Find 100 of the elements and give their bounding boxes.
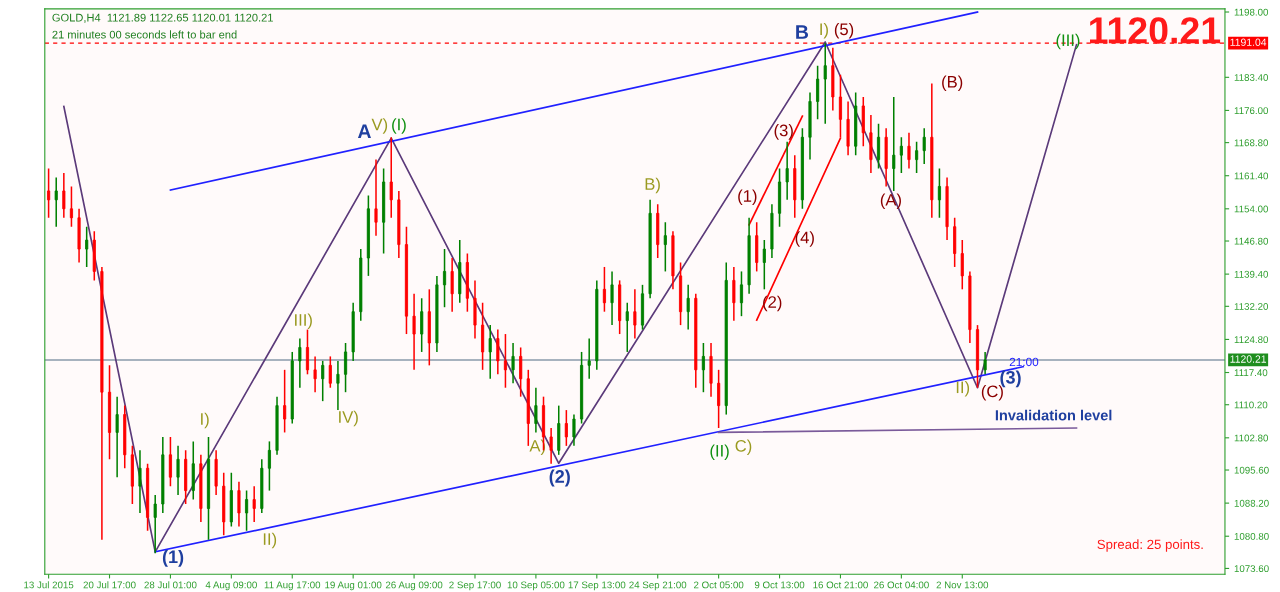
candlestick (564, 409, 568, 447)
candlestick (922, 127, 926, 165)
candlestick (237, 480, 241, 528)
annotation: B (796, 25, 809, 39)
y-tick-label: 1176.00 (1234, 107, 1269, 115)
candlestick (138, 449, 142, 514)
x-tick-label: 4 Aug 09:00 (205, 581, 257, 591)
x-tick-label: 2 Nov 13:00 (936, 581, 989, 589)
candlestick (686, 284, 690, 331)
annotation: (3) (774, 124, 793, 140)
candlestick (717, 369, 721, 429)
x-tick-label: 2 Sep 17:00 (449, 581, 501, 591)
annotation: 21:00 (1009, 357, 1039, 367)
candlestick (389, 136, 393, 219)
x-tick-label: 20 Jul 17:00 (83, 581, 136, 589)
annotation: Invalidation level (995, 409, 1112, 421)
candlestick (336, 360, 340, 411)
candlestick (252, 485, 256, 523)
annotation: (1) (738, 189, 757, 206)
x-tick-label: 11 Aug 17:00 (264, 581, 321, 591)
y-tick-label: 1102.80 (1234, 434, 1269, 442)
candlestick (321, 360, 325, 402)
chart-title: GOLD,H4 1121.89 1122.65 1120.01 1120.21 (52, 13, 273, 23)
candlestick (816, 64, 820, 121)
y-tick-label: 1146.80 (1234, 237, 1269, 245)
annotation: (II) (710, 444, 729, 460)
y-tick-label: 1080.80 (1234, 532, 1269, 540)
candlestick (168, 436, 172, 487)
candlestick (785, 140, 789, 201)
x-tick-label: 16 Oct 21:00 (813, 581, 868, 589)
candlestick (960, 239, 964, 291)
candlestick (488, 324, 492, 380)
y-tick-label: 1198.00 (1234, 8, 1269, 16)
candlestick (374, 158, 378, 237)
annotation: (5) (834, 22, 854, 39)
candlestick (62, 172, 66, 219)
y-tick-label: 1088.20 (1234, 499, 1269, 507)
annotation: A (357, 124, 371, 138)
candlestick (892, 96, 896, 192)
x-tick-label: 9 Oct 13:00 (754, 581, 805, 589)
x-tick-label: 26 Aug 09:00 (385, 581, 443, 591)
candlestick (587, 337, 591, 380)
candlestick (496, 328, 500, 376)
candlestick (519, 346, 523, 398)
annotation: III) (295, 313, 312, 330)
y-tick-label: 1095.60 (1234, 466, 1269, 474)
annotation: C) (735, 439, 752, 456)
y-tick-label: 1168.80 (1234, 139, 1269, 147)
candlestick (54, 176, 58, 228)
y-tick-label: 1132.20 (1234, 303, 1269, 310)
candlestick (298, 337, 302, 389)
x-tick-label: 13 Jul 2015 (24, 581, 74, 589)
annotation: I) (201, 412, 209, 429)
candlestick (176, 445, 180, 496)
candlestick (732, 266, 736, 322)
annotation: (2) (549, 469, 570, 487)
y-tick-label: 1154.00 (1234, 205, 1269, 213)
candlestick (899, 136, 903, 174)
candlestick (153, 494, 157, 554)
candlestick (549, 427, 553, 465)
candlestick (305, 328, 310, 376)
x-tick-label: 19 Aug 01:00 (325, 581, 382, 591)
candlestick (442, 248, 447, 308)
candlestick (572, 413, 576, 447)
candlestick (85, 225, 89, 268)
candlestick (328, 355, 332, 389)
annotation: (I) (392, 118, 406, 134)
candlestick (534, 386, 538, 434)
ref-line-label: 1120.21 (1230, 355, 1267, 363)
annotation: Spread: 25 points. (1097, 539, 1203, 552)
candlestick (610, 270, 614, 326)
candlestick (503, 333, 508, 389)
annotation: 1120.21 (1090, 17, 1221, 44)
y-tick-label: 1117.40 (1234, 369, 1268, 377)
annotation: I) (820, 22, 828, 39)
candlestick (983, 351, 987, 376)
y-tick-label: 1073.60 (1234, 565, 1269, 573)
candlestick (907, 132, 911, 170)
x-tick-label: 2 Oct 05:00 (693, 581, 744, 589)
text: 21 minutes 00 seconds left to bar end (52, 30, 237, 39)
x-tick-label: 24 Sep 21:00 (629, 581, 687, 591)
candlestick (283, 369, 287, 434)
annotation: II) (263, 532, 277, 549)
annotation: (2) (763, 295, 782, 312)
y-tick-label: 1183.40 (1234, 74, 1269, 81)
candlestick (69, 185, 74, 228)
candlestick (412, 293, 416, 371)
candlestick (701, 342, 705, 393)
annotation: (4) (795, 231, 814, 247)
candlestick (625, 301, 629, 353)
annotation: IV) (339, 410, 358, 427)
candlestick (823, 42, 827, 125)
x-tick-label: 10 Sep 05:00 (507, 581, 565, 591)
annotation: (1) (162, 549, 184, 567)
candlestick (313, 355, 317, 393)
annotation: V) (371, 118, 388, 134)
candlestick (762, 239, 766, 291)
x-tick-label: 26 Oct 04:00 (874, 581, 929, 589)
candlestick (602, 266, 606, 313)
candlestick (915, 140, 919, 174)
